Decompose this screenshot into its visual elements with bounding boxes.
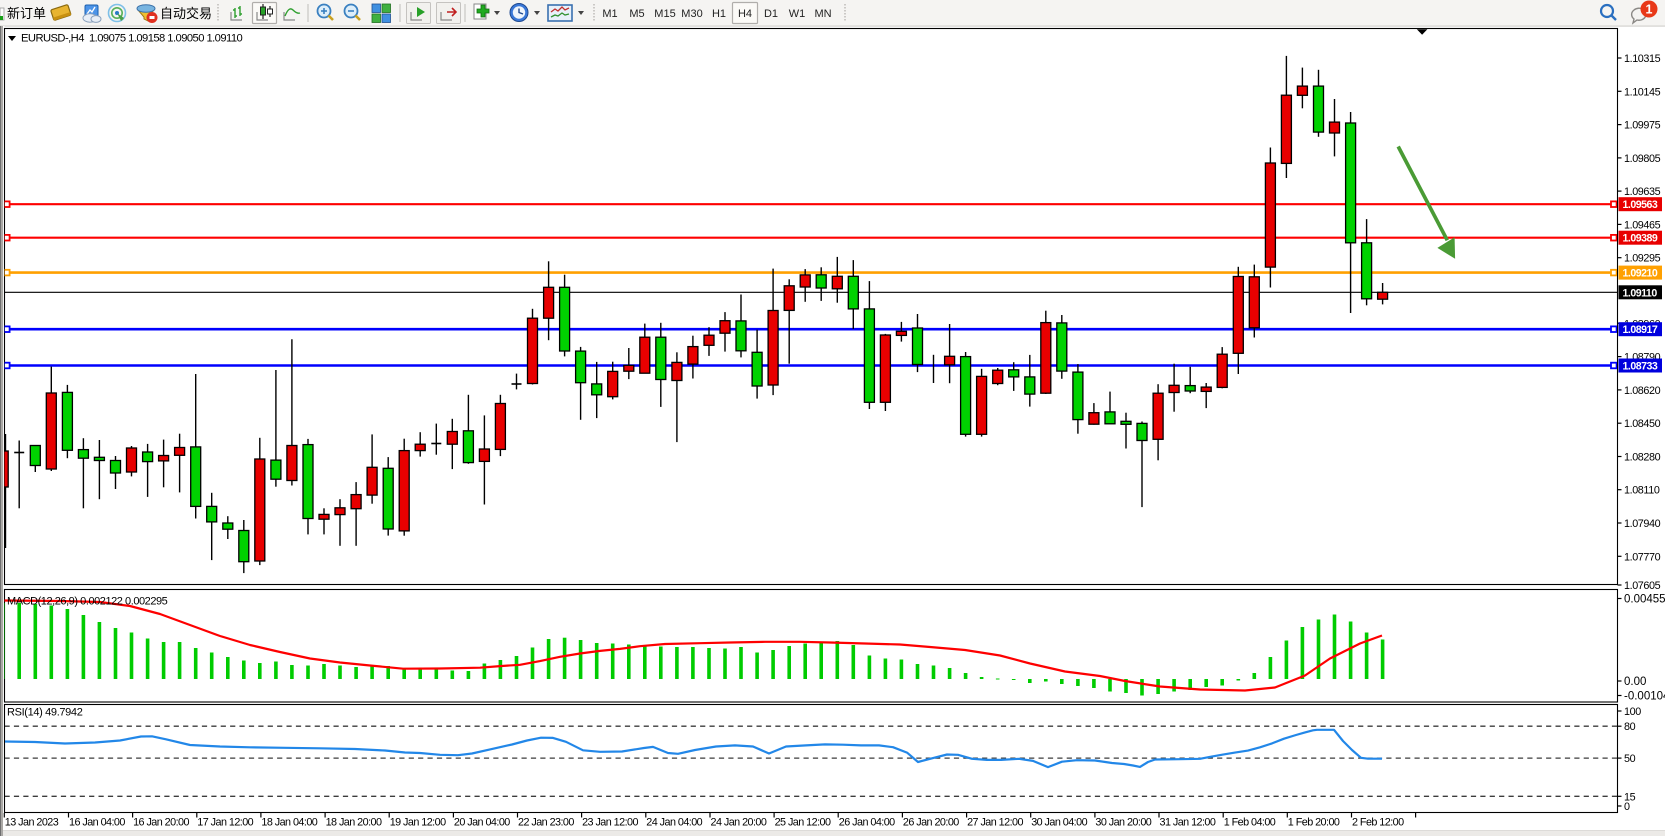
svg-text:1.09110: 1.09110 (1623, 287, 1658, 299)
svg-text:H1: H1 (712, 8, 726, 20)
svg-text:1.09563: 1.09563 (1623, 199, 1658, 211)
svg-text:24 Jan 20:00: 24 Jan 20:00 (711, 817, 767, 829)
svg-text:1.08110: 1.08110 (1624, 485, 1660, 497)
svg-text:1 Feb 20:00: 1 Feb 20:00 (1288, 817, 1340, 829)
svg-text:1 Feb 04:00: 1 Feb 04:00 (1224, 817, 1276, 829)
svg-text:20 Jan 04:00: 20 Jan 04:00 (454, 817, 510, 829)
svg-text:30 Jan 04:00: 30 Jan 04:00 (1031, 817, 1087, 829)
svg-text:16 Jan 20:00: 16 Jan 20:00 (133, 817, 189, 829)
svg-text:80: 80 (1624, 721, 1636, 733)
svg-text:24 Jan 04:00: 24 Jan 04:00 (646, 817, 702, 829)
svg-text:1.10315: 1.10315 (1624, 53, 1661, 65)
svg-text:MN: MN (814, 8, 831, 20)
svg-text:1.09805: 1.09805 (1624, 153, 1661, 165)
svg-text:1.08917: 1.08917 (1623, 324, 1658, 336)
svg-text:1.08280: 1.08280 (1624, 452, 1661, 464)
svg-text:1.07770: 1.07770 (1624, 551, 1661, 563)
svg-text:1.10145: 1.10145 (1624, 86, 1661, 98)
svg-text:18 Jan 04:00: 18 Jan 04:00 (261, 817, 317, 829)
svg-text:W1: W1 (789, 8, 806, 20)
svg-text:H4: H4 (738, 8, 752, 20)
svg-text:2 Feb 12:00: 2 Feb 12:00 (1352, 817, 1404, 829)
svg-text:1.09295: 1.09295 (1624, 253, 1661, 265)
svg-text:26 Jan 20:00: 26 Jan 20:00 (903, 817, 959, 829)
svg-text:1.07940: 1.07940 (1624, 518, 1661, 530)
svg-text:1.09975: 1.09975 (1624, 120, 1661, 132)
svg-text:13 Jan 2023: 13 Jan 2023 (5, 817, 59, 829)
svg-text:0.004551: 0.004551 (1624, 594, 1665, 606)
svg-text:1.09389: 1.09389 (1623, 233, 1658, 245)
svg-text:1.08620: 1.08620 (1624, 385, 1661, 397)
svg-text:1.09465: 1.09465 (1624, 219, 1661, 231)
svg-text:新订单: 新订单 (7, 6, 46, 21)
svg-text:1: 1 (1646, 3, 1653, 17)
svg-text:18 Jan 20:00: 18 Jan 20:00 (326, 817, 382, 829)
svg-text:M1: M1 (602, 8, 617, 20)
svg-text:1.09210: 1.09210 (1623, 268, 1658, 280)
svg-text:26 Jan 04:00: 26 Jan 04:00 (839, 817, 895, 829)
svg-text:100: 100 (1624, 706, 1641, 718)
svg-text:1.09635: 1.09635 (1624, 186, 1661, 198)
svg-text:23 Jan 12:00: 23 Jan 12:00 (582, 817, 638, 829)
svg-text:22 Jan 23:00: 22 Jan 23:00 (518, 817, 574, 829)
svg-text:16 Jan 04:00: 16 Jan 04:00 (69, 817, 125, 829)
svg-text:-0.001043: -0.001043 (1624, 691, 1665, 703)
svg-text:M5: M5 (629, 8, 644, 20)
svg-text:0: 0 (1624, 801, 1630, 813)
svg-text:17 Jan 12:00: 17 Jan 12:00 (197, 817, 253, 829)
svg-text:1.08733: 1.08733 (1623, 361, 1658, 373)
svg-text:31 Jan 12:00: 31 Jan 12:00 (1160, 817, 1216, 829)
svg-text:50: 50 (1624, 753, 1636, 765)
svg-text:19 Jan 12:00: 19 Jan 12:00 (390, 817, 446, 829)
svg-text:1.07605: 1.07605 (1624, 580, 1661, 592)
svg-text:25 Jan 12:00: 25 Jan 12:00 (775, 817, 831, 829)
svg-text:D1: D1 (764, 8, 778, 20)
svg-text:30 Jan 20:00: 30 Jan 20:00 (1095, 817, 1151, 829)
svg-text:M15: M15 (654, 8, 675, 20)
svg-text:15: 15 (1624, 791, 1636, 803)
svg-text:RSI(14) 49.7942: RSI(14) 49.7942 (7, 707, 83, 719)
svg-text:1.08450: 1.08450 (1624, 418, 1661, 430)
svg-text:自动交易: 自动交易 (160, 6, 212, 21)
svg-text:MACD(12,26,9) 0.002122 0.00229: MACD(12,26,9) 0.002122 0.002295 (7, 596, 168, 608)
svg-text:EURUSD-,H4 1.09075 1.09158 1.: EURUSD-,H4 1.09075 1.09158 1.09050 1.091… (21, 33, 243, 45)
svg-text:27 Jan 12:00: 27 Jan 12:00 (967, 817, 1023, 829)
svg-text:M30: M30 (681, 8, 702, 20)
svg-text:0.00: 0.00 (1624, 676, 1646, 688)
